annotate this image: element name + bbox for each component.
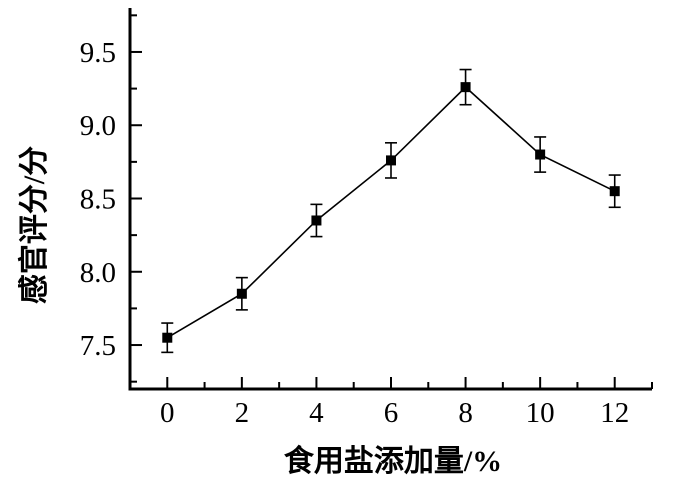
y-tick-label: 9.5 xyxy=(80,37,116,69)
x-tick-label: 6 xyxy=(384,397,399,429)
data-point-marker xyxy=(162,332,173,343)
series-line xyxy=(166,86,616,339)
data-point-marker xyxy=(609,186,620,197)
data-point-marker xyxy=(535,149,546,160)
x-tick-label: 12 xyxy=(600,397,629,429)
y-tick-label: 8.5 xyxy=(80,184,116,216)
x-tick-label: 0 xyxy=(160,397,175,429)
y-axis-title: 感官评分/分 xyxy=(18,146,51,304)
y-tick-label: 9.0 xyxy=(80,110,116,142)
x-tick-label: 8 xyxy=(458,397,473,429)
data-point-marker xyxy=(311,215,322,226)
data-point-marker xyxy=(460,82,471,93)
x-tick-label: 10 xyxy=(526,397,555,429)
x-tick-label: 2 xyxy=(235,397,250,429)
x-axis-title: 食用盐添加量/% xyxy=(284,444,502,478)
y-tick-label: 8.0 xyxy=(80,257,116,289)
x-tick-label: 4 xyxy=(309,397,324,429)
plot-area: 0 2 4 6 8 10 12 7.5 8.0 8.5 9.0 9.5 xyxy=(80,8,653,429)
data-point-marker xyxy=(386,155,396,166)
data-point-marker xyxy=(236,288,247,299)
y-tick-label: 7.5 xyxy=(80,330,116,362)
